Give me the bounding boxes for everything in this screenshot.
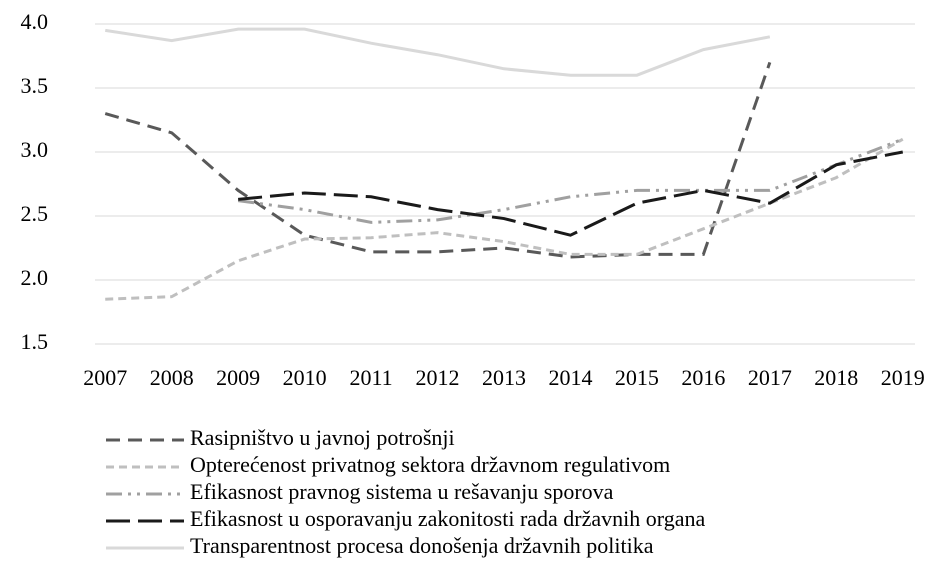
series-line bbox=[105, 27, 771, 77]
series-line bbox=[237, 137, 904, 224]
legend-label: Rasipništvo u javnoj potrošnji bbox=[190, 425, 455, 450]
x-tick-label: 2007 bbox=[83, 365, 127, 390]
legend-label: Efikasnost pravnog sistema u rešavanju s… bbox=[190, 479, 614, 504]
series-line bbox=[104, 61, 772, 259]
legend-label: Efikasnost u osporavanju zakonitosti rad… bbox=[190, 506, 705, 531]
x-tick-label: 2010 bbox=[283, 365, 327, 390]
y-tick-label: 3.5 bbox=[21, 73, 49, 98]
x-tick-label: 2017 bbox=[748, 365, 792, 390]
x-tick-label: 2011 bbox=[349, 365, 392, 390]
y-tick-label: 3.0 bbox=[21, 137, 49, 162]
x-tick-label: 2008 bbox=[150, 365, 194, 390]
x-tick-label: 2018 bbox=[814, 365, 858, 390]
y-tick-label: 4.0 bbox=[21, 9, 49, 34]
x-tick-label: 2019 bbox=[881, 365, 925, 390]
x-tick-label: 2014 bbox=[548, 365, 592, 390]
series-line bbox=[238, 150, 904, 237]
x-tick-label: 2015 bbox=[615, 365, 659, 390]
legend-label: Opterećenost privatnog sektora državnom … bbox=[190, 452, 670, 477]
x-tick-label: 2012 bbox=[416, 365, 460, 390]
y-tick-label: 2.0 bbox=[21, 265, 49, 290]
legend-label: Transparentnost procesa donošenja državn… bbox=[190, 533, 654, 558]
y-tick-label: 1.5 bbox=[21, 329, 49, 354]
x-tick-label: 2009 bbox=[216, 365, 260, 390]
y-tick-label: 2.5 bbox=[21, 201, 49, 226]
x-tick-label: 2013 bbox=[482, 365, 526, 390]
x-tick-label: 2016 bbox=[681, 365, 725, 390]
